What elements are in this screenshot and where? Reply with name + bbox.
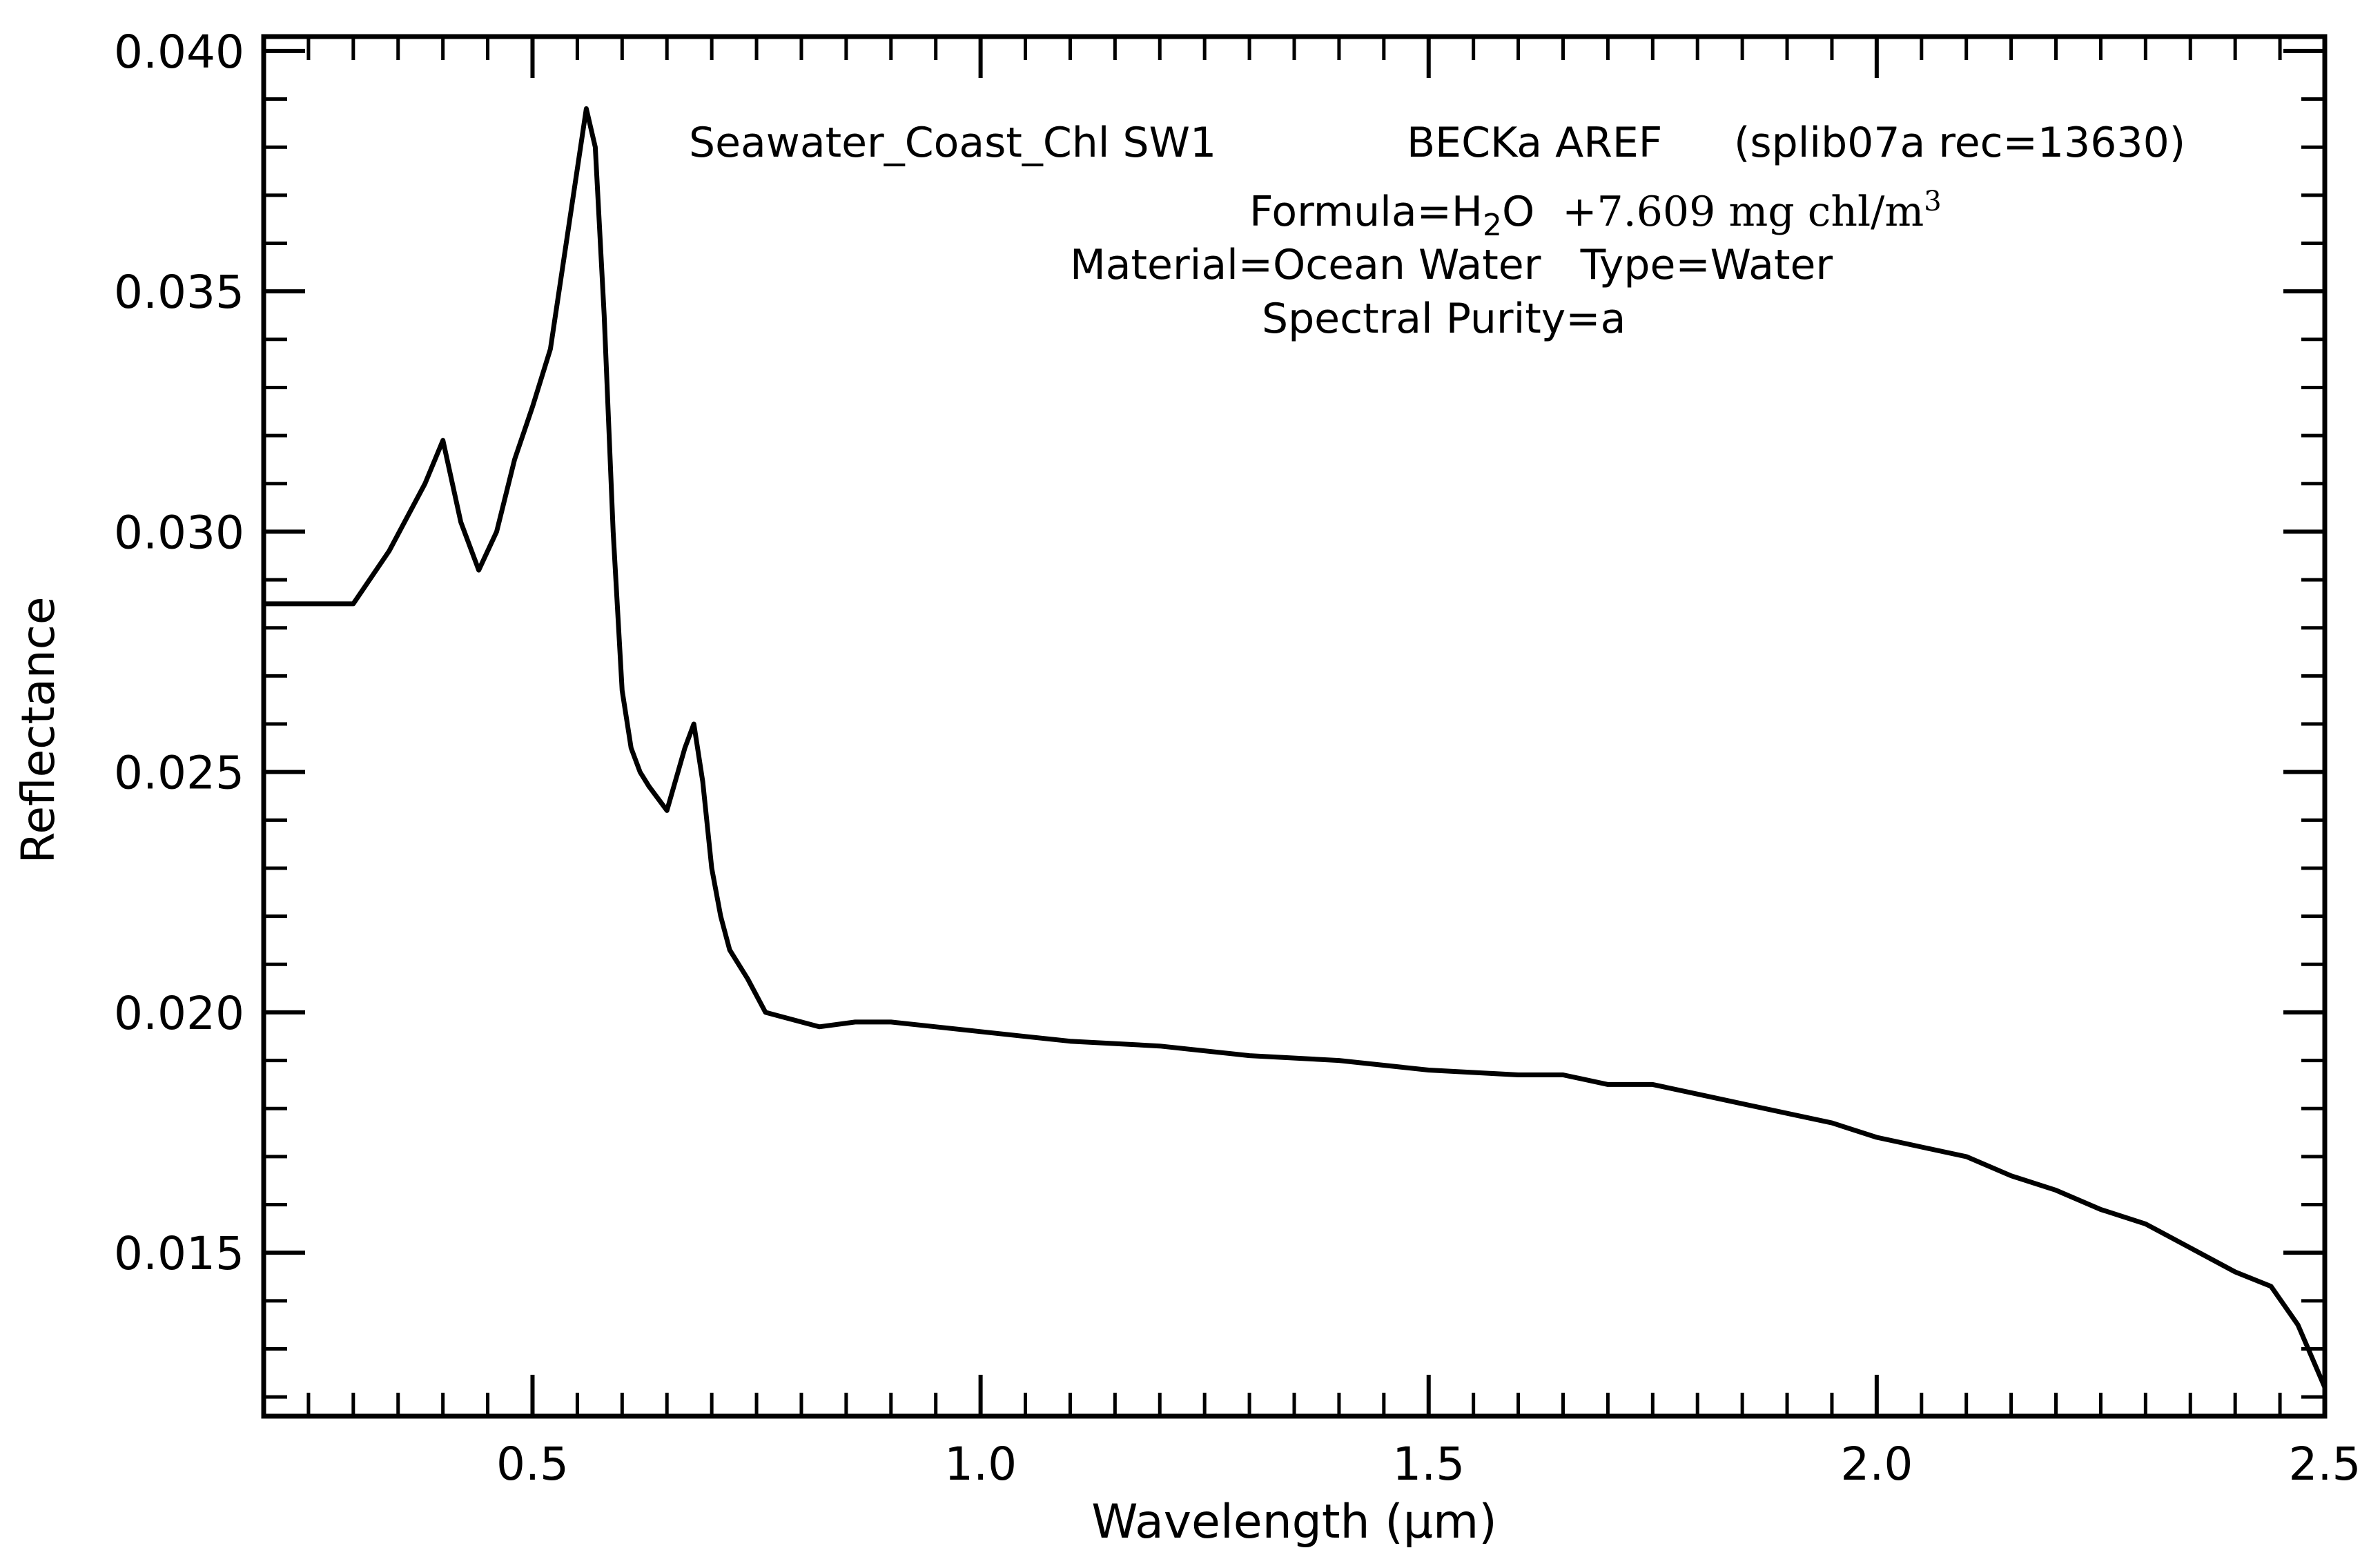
x-tick-label: 1.0 bbox=[944, 1438, 1017, 1491]
y-tick-label: 0.040 bbox=[114, 26, 244, 79]
annotation-record: (splib07a rec=13630) bbox=[1734, 119, 2185, 167]
series-line-seawater bbox=[261, 106, 2328, 1390]
annotation-purity: Spectral Purity=a bbox=[1262, 295, 1626, 343]
x-tick-label: 2.5 bbox=[2289, 1438, 2361, 1491]
annotation-spectrum-name: Seawater_Coast_Chl SW1 bbox=[689, 119, 1216, 167]
annotation-source: BECKa AREF bbox=[1407, 119, 1662, 167]
x-axis-label: Wavelength (μm) bbox=[1091, 1495, 1497, 1549]
y-tick-label: 0.035 bbox=[114, 266, 244, 319]
y-axis-label: Reflectance bbox=[12, 596, 65, 863]
annotation-formula: Formula=H2O +7.609 mg chl/m3 bbox=[1249, 186, 1942, 243]
y-tick-label: 0.015 bbox=[114, 1227, 244, 1280]
x-tick-label: 1.5 bbox=[1392, 1438, 1465, 1491]
y-tick-label: 0.025 bbox=[114, 747, 244, 800]
y-tick-label: 0.030 bbox=[114, 506, 244, 559]
x-tick-label: 2.0 bbox=[1840, 1438, 1913, 1491]
x-tick-label: 0.5 bbox=[496, 1438, 569, 1491]
y-tick-label: 0.020 bbox=[114, 987, 244, 1040]
annotation-material: Material=Ocean Water Type=Water bbox=[1070, 241, 1833, 289]
